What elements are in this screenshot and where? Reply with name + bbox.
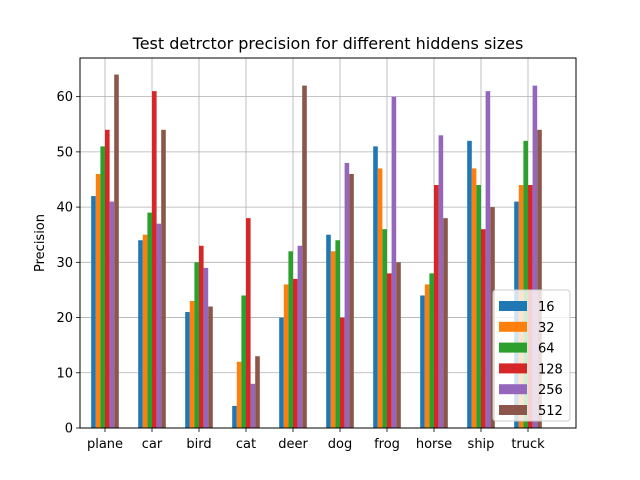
bar-frog-64 — [382, 229, 387, 428]
bar-truck-64 — [523, 140, 528, 428]
bar-bird-128 — [199, 245, 204, 428]
bar-car-512 — [161, 129, 166, 428]
bar-deer-512 — [302, 85, 307, 428]
bar-horse-512 — [443, 218, 448, 428]
legend-swatch-256 — [499, 384, 527, 395]
x-tick-label-truck: truck — [511, 437, 545, 452]
x-tick-label-bird: bird — [186, 437, 211, 452]
legend-swatch-128 — [499, 363, 527, 374]
bar-car-256 — [156, 223, 162, 428]
x-tick-label-deer: deer — [278, 437, 308, 452]
legend-swatch-64 — [499, 342, 527, 353]
bar-ship-128 — [481, 229, 486, 428]
legend-label-64: 64 — [538, 342, 555, 357]
bar-frog-128 — [387, 273, 392, 428]
bar-bird-512 — [208, 306, 213, 428]
bar-frog-256 — [391, 96, 397, 429]
bar-frog-16 — [373, 146, 378, 428]
bar-plane-32 — [95, 173, 101, 428]
bar-ship-16 — [467, 140, 472, 428]
bar-cat-64 — [241, 295, 246, 428]
bar-bird-64 — [194, 262, 199, 428]
bar-car-128 — [152, 91, 157, 428]
bar-dog-32 — [330, 251, 336, 428]
bar-car-16 — [138, 240, 143, 428]
legend-label-128: 128 — [538, 362, 563, 377]
x-tick-label-frog: frog — [374, 437, 400, 452]
plot-frame — [79, 57, 577, 429]
y-tick-label: 0 — [65, 422, 73, 437]
legend-label-32: 32 — [538, 321, 555, 336]
legend-label-256: 256 — [538, 383, 563, 398]
bar-cat-32 — [236, 361, 242, 428]
bar-dog-16 — [326, 234, 331, 428]
chart-title: Test detrctor precision for different hi… — [132, 34, 524, 53]
bar-plane-64 — [100, 146, 105, 428]
x-tick-label-horse: horse — [416, 437, 452, 452]
bar-dog-64 — [335, 240, 340, 428]
bar-ship-32 — [471, 168, 477, 428]
bar-deer-128 — [293, 278, 298, 428]
y-tick-label: 30 — [56, 256, 73, 271]
y-tick-label: 40 — [56, 201, 73, 216]
x-tick-label-ship: ship — [468, 437, 495, 452]
bar-car-32 — [142, 234, 148, 428]
bar-horse-64 — [429, 273, 434, 428]
bar-horse-32 — [424, 284, 430, 428]
x-axis-ticks: plane car bird cat deer dog frog horse ship truck — [87, 428, 545, 452]
y-tick-label: 10 — [56, 366, 73, 381]
bar-cat-256 — [250, 383, 256, 428]
bar-horse-16 — [420, 295, 425, 428]
bar-bird-16 — [185, 312, 190, 428]
bar-bird-256 — [203, 267, 209, 428]
legend-swatch-32 — [499, 321, 527, 332]
bar-truck-256 — [532, 85, 538, 428]
bar-cat-512 — [255, 356, 260, 428]
bar-dog-128 — [340, 317, 345, 428]
bar-truck-512 — [537, 129, 542, 428]
legend-swatch-512 — [499, 405, 527, 415]
bar-bird-32 — [189, 300, 195, 428]
legend-swatch-16 — [499, 301, 527, 311]
bars — [91, 74, 542, 429]
bar-cat-16 — [232, 405, 237, 428]
bar-deer-256 — [297, 245, 303, 428]
y-tick-label: 50 — [56, 145, 73, 160]
bar-horse-128 — [434, 185, 439, 428]
bar-dog-512 — [349, 173, 354, 428]
legend-label-16: 16 — [538, 300, 555, 315]
y-tick-label: 20 — [56, 311, 73, 326]
y-tick-label: 60 — [56, 90, 73, 105]
x-tick-label-dog: dog — [328, 437, 352, 452]
bar-frog-32 — [377, 168, 383, 428]
bar-cat-128 — [246, 218, 251, 428]
bar-plane-16 — [91, 196, 96, 428]
bar-plane-256 — [109, 201, 115, 428]
x-tick-label-car: car — [142, 437, 163, 452]
y-axis-ticks: 0 10 20 30 40 50 60 — [56, 90, 80, 437]
legend-label-512: 512 — [538, 404, 563, 419]
x-tick-label-plane: plane — [87, 437, 123, 452]
bar-deer-64 — [288, 251, 293, 428]
bar-dog-256 — [344, 162, 350, 429]
bar-frog-512 — [396, 262, 401, 428]
bar-horse-256 — [438, 135, 444, 429]
x-tick-label-cat: cat — [236, 437, 256, 452]
bar-plane-128 — [105, 129, 110, 428]
y-axis-label: Precision — [33, 214, 48, 272]
bar-plane-512 — [114, 74, 119, 428]
bar-deer-32 — [283, 284, 289, 428]
bar-deer-16 — [279, 317, 284, 428]
bar-ship-256 — [485, 91, 491, 428]
legend: 16 32 64 128 256 512 — [492, 289, 571, 422]
bar-ship-64 — [476, 185, 481, 428]
bar-car-64 — [147, 212, 152, 428]
